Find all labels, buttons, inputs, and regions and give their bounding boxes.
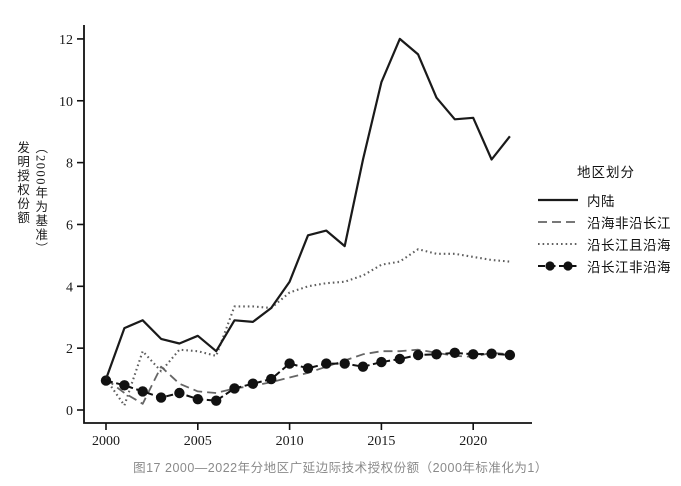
legend-item-label: 沿长江且沿海: [587, 238, 671, 253]
series-marker: [119, 380, 130, 391]
y-tick-label: 10: [59, 95, 73, 110]
legend-item: 沿海非沿长江: [537, 211, 671, 233]
legend-items: 内陆沿海非沿长江 沿长江且沿海 沿长江非沿海: [537, 189, 671, 277]
legend-item-label: 沿海非沿长江: [587, 216, 671, 231]
x-tick-label: 2000: [92, 434, 120, 449]
x-tick-label: 2015: [367, 434, 395, 449]
figure-caption: 图17 2000—2022年分地区广延边际技术授权份额（2000年标准化为1）: [133, 461, 548, 475]
y-tick-label: 0: [66, 404, 73, 419]
legend-item-label: 内陆: [587, 194, 615, 209]
legend-line-dashed: [538, 221, 578, 223]
y-tick-label: 8: [66, 157, 73, 172]
series-line-solid: [104, 37, 511, 380]
series-marker: [155, 392, 167, 403]
series-marker: [449, 347, 460, 358]
series-marker: [376, 356, 387, 368]
y-tick-label: 6: [66, 218, 73, 233]
series-marker: [192, 394, 203, 405]
series-marker: [100, 375, 112, 386]
series-marker: [284, 358, 295, 369]
legend: 地区划分 内陆沿海非沿长江 沿长江且沿海 沿长江非沿海: [537, 161, 671, 277]
series-marker: [211, 395, 222, 406]
legend-line-circle-line: [538, 261, 578, 271]
series-line-dotted: [105, 248, 510, 407]
legend-line-dotted: [538, 242, 578, 246]
series-marker: [412, 349, 424, 361]
series-marker: [302, 363, 314, 374]
axes: [83, 25, 532, 424]
series-marker: [504, 349, 516, 361]
legend-line-solid: [538, 198, 578, 202]
series-marker: [247, 378, 259, 389]
legend-title: 地区划分: [577, 165, 635, 180]
legend-item: 沿长江且沿海: [537, 233, 671, 255]
series-marker: [357, 361, 369, 372]
legend-item: 内陆: [537, 189, 671, 211]
series-marker: [321, 358, 332, 369]
series-marker: [431, 349, 442, 360]
x-tick-label: 2020: [459, 434, 487, 449]
series-marker: [394, 353, 405, 365]
series-marker: [468, 349, 479, 360]
series-line-circle-line: [105, 351, 510, 402]
y-axis-label-line1: 发明授权份额: [15, 141, 30, 225]
series-marker: [339, 358, 350, 369]
series-marker: [266, 373, 277, 385]
y-tick-label: 2: [66, 342, 73, 357]
series-marker: [174, 387, 185, 399]
x-tick-label: 2010: [276, 434, 304, 449]
series-marker: [137, 386, 148, 397]
x-tick-label: 2005: [184, 434, 212, 449]
legend-item-label: 沿长江非沿海: [587, 260, 671, 275]
legend-item: 沿长江非沿海: [537, 255, 671, 277]
y-axis-label-line2: （2000年为基准）: [33, 141, 48, 256]
y-axis-label: 发明授权份额 （2000年为基准）: [13, 141, 49, 326]
series-marker: [486, 348, 497, 359]
y-tick-label: 4: [66, 280, 73, 295]
series-marker: [229, 383, 240, 394]
y-tick-label: 12: [59, 33, 73, 48]
